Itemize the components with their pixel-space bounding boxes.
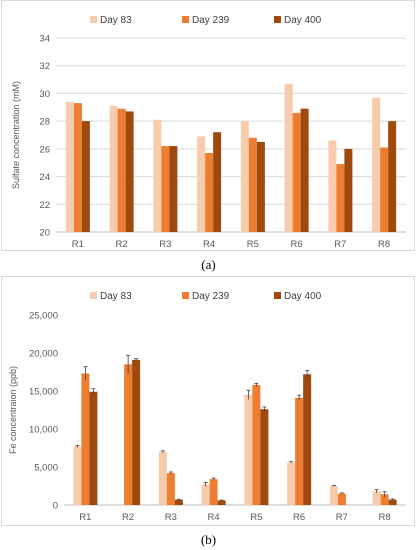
y-tick-label: 22 [39,200,50,211]
chart-panel-b: Day 83 Day 239 Day 400 0 5,000 10,000 15,000 20… [1,276,415,526]
x-tick-label-r4: R4 [208,512,220,523]
bar-r3-series3 [169,146,178,232]
x-tick-label-r8: R8 [378,239,390,250]
y-tick-label: 15,000 [29,387,58,398]
bar-r5-series3 [256,141,265,232]
bar-r3-series2 [166,473,175,505]
x-tick-label-r1: R1 [79,512,91,523]
y-axis-label: Sulfate concentration (mM) [11,81,21,189]
bar-r7-series1 [328,140,337,232]
y-tick-label: 20,000 [29,349,58,360]
y-axis-label: Fe concentraion (ppb) [8,366,18,454]
x-tick-label-r6: R6 [293,512,305,523]
bar-r7-series2 [337,493,346,505]
bar-r2-series1 [109,105,118,232]
bar-r1-series2 [73,103,82,232]
bar-r8-series3 [388,121,397,232]
bar-r1-series1 [65,101,74,232]
bar-r1-series3 [81,121,90,232]
panel-label-a: (a) [201,257,216,272]
bar-r5-series1 [240,121,249,232]
bar-r8-series1 [372,491,381,505]
legend-swatch-1 [90,292,97,299]
bar-r6-series1 [287,462,296,505]
legend-label-2: Day 239 [192,15,230,26]
x-tick-label-r3: R3 [165,512,177,523]
bar-r6-series3 [300,108,309,232]
bar-r6-series2 [292,112,301,232]
bar-r3-series3 [174,499,183,505]
y-tick-label: 26 [39,144,50,155]
legend-label-1: Day 83 [100,291,132,302]
x-tick-label-r5: R5 [247,239,259,250]
bar-r2-series3 [125,111,134,232]
legend-swatch-3 [274,16,281,23]
bar-r6-series1 [284,83,293,232]
legend-swatch-2 [182,292,189,299]
bar-r3-series2 [161,146,170,232]
bar-r5-series3 [260,409,269,505]
bar-r4-series2 [205,153,214,232]
bar-r7-series3 [344,148,353,232]
x-tick-label-r3: R3 [159,239,171,250]
bar-r5-series1 [244,394,253,505]
bar-r4-series3 [217,500,226,505]
y-tick-label: 28 [39,117,50,128]
chart-panel-a: Day 83 Day 239 Day 400 20 22 24 26 28 30 32 34 Sulf… [1,0,415,251]
bar-r1-series2 [81,373,90,505]
bar-r4-series1 [197,136,206,232]
bar-r4-series1 [201,484,210,505]
x-tick-label-r7: R7 [336,512,348,523]
legend-label-1: Day 83 [100,15,132,26]
bar-r1-series3 [89,391,98,505]
legend-swatch-3 [274,292,281,299]
bar-r4-series3 [213,132,222,232]
y-tick-label: 30 [39,89,50,100]
legend-swatch-2 [182,16,189,23]
y-tick-label: 10,000 [29,425,58,436]
bar-r3-series1 [158,451,167,505]
x-tick-label-r8: R8 [379,512,391,523]
bar-r3-series1 [153,119,162,232]
x-tick-label-r1: R1 [72,239,84,250]
legend-label-2: Day 239 [192,291,230,302]
bar-r2-series2 [124,364,133,505]
x-tick-label-r6: R6 [291,239,303,250]
bar-r8-series3 [388,499,397,505]
bar-r8-series1 [372,97,381,232]
x-tick-label-r7: R7 [334,239,346,250]
x-tick-label-r4: R4 [203,239,215,250]
y-tick-label: 5,000 [34,463,58,474]
y-tick-label: 24 [39,172,50,183]
bar-r5-series2 [252,384,261,505]
legend-swatch-1 [90,16,97,23]
bar-r4-series2 [209,479,218,505]
y-tick-label: 20 [39,228,50,239]
y-tick-label: 25,000 [29,311,58,322]
legend-label-3: Day 400 [284,291,322,302]
bar-r8-series2 [380,494,389,505]
bar-r2-series2 [117,108,126,232]
x-tick-label-r5: R5 [250,512,262,523]
x-tick-label-r2: R2 [122,512,134,523]
panel-label-b: (b) [200,532,217,547]
iron-chart: Day 83 Day 239 Day 400 0 5,000 10,000 15,000 20… [8,291,406,523]
bar-r6-series3 [303,374,312,505]
bar-r2-series3 [132,359,141,505]
x-tick-label-r2: R2 [116,239,128,250]
sulfate-chart: Day 83 Day 239 Day 400 20 22 24 26 28 30 32 34 Sulf… [11,15,406,250]
bar-r8-series2 [380,147,389,232]
bar-r5-series2 [248,137,257,232]
y-tick-label: 32 [39,61,50,72]
y-tick-label: 0 [53,501,58,512]
y-tick-label: 34 [39,34,50,45]
bar-r7-series1 [329,486,338,505]
legend-label-3: Day 400 [284,15,322,26]
bar-r1-series1 [73,446,82,505]
bar-r7-series2 [336,164,345,232]
bar-r6-series2 [295,397,304,505]
